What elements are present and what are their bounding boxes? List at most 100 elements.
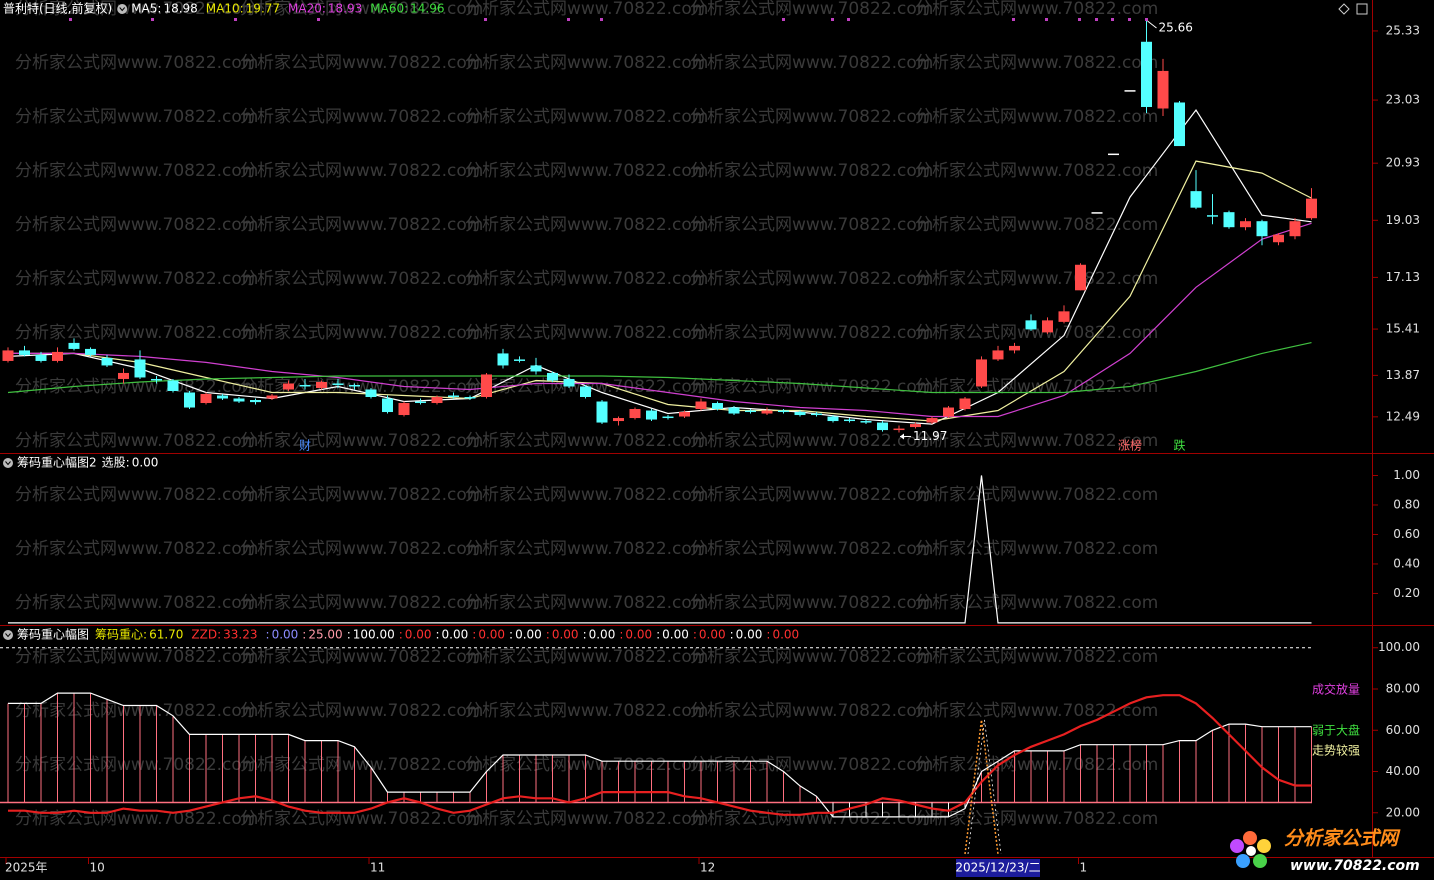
- candle-body: [497, 353, 509, 366]
- legend-text: 25.00: [308, 628, 342, 642]
- watermark: 分析家公式网www.70822.com: [915, 701, 1158, 721]
- signal-dots: [69, 18, 1148, 21]
- candle-body: [1223, 212, 1235, 228]
- signal-dot: [151, 18, 154, 21]
- watermark: 分析家公式网www.70822.com: [465, 647, 708, 667]
- legend-text: 100.00: [353, 628, 395, 642]
- candle-body: [1157, 70, 1169, 109]
- signal-dot: [1095, 18, 1098, 21]
- signal-dot: [782, 18, 785, 21]
- watermark: 分析家公式网www.70822.com: [690, 215, 933, 235]
- legend-text: :: [302, 628, 306, 642]
- candle-body: [662, 416, 674, 419]
- candle-body: [184, 392, 195, 408]
- candle-body: [283, 383, 294, 390]
- candle-body: [481, 374, 492, 398]
- watermark: 分析家公式网www.70822.com: [915, 107, 1158, 127]
- candle-body: [1058, 311, 1070, 322]
- candle-body: [266, 395, 278, 399]
- watermark: 分析家公式网www.70822.com: [240, 809, 483, 829]
- y-tick-label: 25.33: [1386, 23, 1420, 37]
- watermark: 分析家公式网www.70822.com: [690, 755, 933, 775]
- panel-icon: [3, 458, 13, 468]
- watermark: 分析家公式网www.70822.com: [915, 323, 1158, 343]
- watermark: 分析家公式网www.70822.com: [15, 0, 258, 19]
- signal-label: 走势较强: [1312, 743, 1360, 758]
- watermark: 分析家公式网www.70822.com: [465, 107, 708, 127]
- icon-window[interactable]: [1356, 3, 1368, 15]
- candle-body: [992, 350, 1004, 360]
- legend-text: :: [619, 628, 623, 642]
- watermark: 分析家公式网www.70822.com: [690, 485, 933, 505]
- candle-body: [398, 403, 410, 416]
- watermark: 分析家公式网www.70822.com: [240, 431, 483, 451]
- watermark: 分析家公式网www.70822.com: [915, 809, 1158, 829]
- signal-dot: [1111, 18, 1114, 21]
- watermark: 分析家公式网www.70822.com: [915, 647, 1158, 667]
- event-marker: 涨榜: [1118, 438, 1142, 453]
- candle-body: [464, 397, 476, 399]
- watermark: 分析家公式网www.70822.com: [465, 53, 708, 73]
- candle-body: [827, 416, 839, 422]
- legend-text: MA60:: [370, 2, 408, 16]
- candle-body: [761, 410, 773, 414]
- x-tick-label: 2025年: [5, 861, 48, 875]
- series-line: [8, 160, 1312, 422]
- candle-body: [778, 410, 789, 413]
- legend-text: 18.93: [328, 2, 362, 16]
- y-tick-label: 15.41: [1386, 322, 1420, 336]
- panel-icon-chevron: [119, 7, 126, 12]
- legend-text: :: [766, 628, 770, 642]
- watermark: 分析家公式网www.70822.com: [690, 323, 933, 343]
- candle-body: [1190, 191, 1202, 208]
- signal-dot: [847, 18, 850, 21]
- candle-body: [316, 381, 327, 388]
- candle-body: [794, 412, 806, 416]
- candle-body: [52, 351, 63, 361]
- watermark: 分析家公式网www.70822.com: [690, 0, 933, 19]
- watermark: 分析家公式网www.70822.com: [240, 215, 483, 235]
- watermark: 分析家公式网www.70822.com: [690, 593, 933, 613]
- watermark: 分析家公式网www.70822.com: [240, 701, 483, 721]
- candle-body: [1306, 198, 1317, 219]
- signal-dot: [600, 18, 603, 21]
- watermark: 分析家公式网www.70822.com: [915, 215, 1158, 235]
- candle-body: [1009, 345, 1020, 351]
- x-tick-label: 11: [370, 861, 385, 875]
- y-tick-label: 0.20: [1393, 586, 1420, 600]
- legend-text: :: [472, 628, 476, 642]
- candle-body: [926, 418, 938, 423]
- legend-text: ZZD:: [191, 628, 221, 642]
- watermark: 分析家公式网www.70822.com: [915, 0, 1158, 19]
- y-tick-label: 1.00: [1393, 468, 1420, 482]
- signal-dot: [1078, 18, 1081, 21]
- candle-body: [910, 424, 921, 428]
- legend-text: 0.00: [515, 628, 542, 642]
- legend-text: :: [436, 628, 440, 642]
- logo-url: www.70822.com: [1290, 858, 1420, 874]
- candle-body: [893, 428, 905, 431]
- watermark: 分析家公式网www.70822.com: [465, 701, 708, 721]
- candle-body: [580, 386, 591, 398]
- candle-body: [547, 372, 558, 381]
- watermark: 分析家公式网www.70822.com: [465, 269, 708, 289]
- candle-body: [1108, 153, 1119, 156]
- panel-icon: [117, 4, 128, 14]
- low-arrowhead: [900, 433, 904, 440]
- watermark: 分析家公式网www.70822.com: [690, 809, 933, 829]
- candle-body: [679, 412, 690, 417]
- candle-body: [959, 398, 971, 410]
- cursor-date: 2025/12/23/二: [955, 861, 1040, 875]
- watermark: 分析家公式网www.70822.com: [240, 323, 483, 343]
- x-tick-label: 10: [90, 861, 105, 875]
- icon-diamond[interactable]: [1338, 3, 1350, 15]
- watermark: 分析家公式网www.70822.com: [690, 107, 933, 127]
- candle-body: [349, 384, 360, 387]
- watermark: 分析家公式网www.70822.com: [15, 323, 258, 343]
- legend-text: 0.00: [132, 456, 159, 470]
- event-marker: 财: [299, 439, 311, 453]
- legend-text: 0.00: [589, 628, 616, 642]
